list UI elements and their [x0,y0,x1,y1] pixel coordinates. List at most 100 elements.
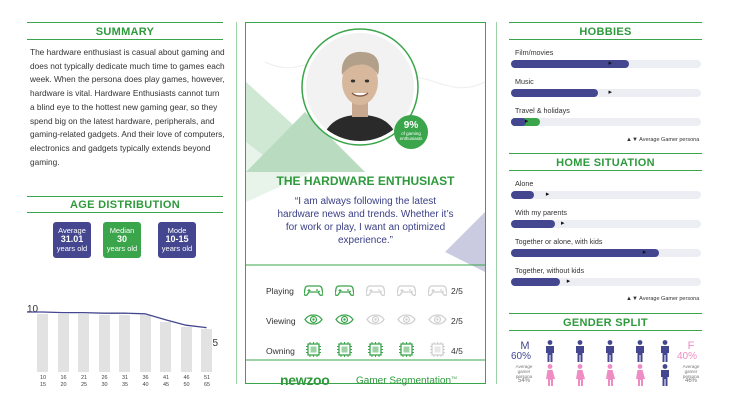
eye-icon [304,311,323,328]
male-avg-text: Average gamer persona [515,364,533,379]
newzoo-logo: newzoo [280,372,330,388]
age-x-label: 16 20 [60,375,67,388]
gamepad-icon [365,281,386,298]
hobbies-title-line [509,22,702,23]
bar-fill [511,60,629,68]
average-marker-icon: ▸ [642,249,647,256]
chip-icon [304,341,323,358]
eye-icon [428,311,447,328]
brand-tm: TM [451,375,457,380]
female-person-icon [635,364,645,386]
behavior-label: Playing [266,286,294,296]
mode-age-badge: Mode 10-15 years old [158,222,196,258]
hobbies-title-underline [509,39,702,40]
age-index-left: 10 [27,304,39,315]
chip-icon [335,341,354,358]
bar-track [511,118,701,126]
home-title-line [509,153,702,154]
eye-icon [366,311,385,328]
summary-title-underline [27,39,223,40]
behavior-label: Viewing [266,316,296,326]
gamepad-icon [303,281,324,298]
female-value: 40% [677,351,698,362]
median-age-badge: Median 30 years old [103,222,141,258]
home-title-underline [509,170,702,171]
gamepad-icon [396,281,417,298]
brand-subtitle: Gamer SegmentationTM [356,375,457,386]
age-x-label: 36 40 [142,375,149,388]
male-avg-value: 54% [517,378,530,384]
median-age-unit: years old [106,244,138,253]
left-divider [236,22,237,384]
female-avg-text: Average gamer persona [682,364,700,379]
average-age-badge: Average 31.01 years old [53,222,91,258]
behavior-score: 2/5 [451,286,463,296]
average-marker-icon: ▸ [566,278,571,285]
age-x-label: 10 15 [39,375,47,388]
chip-icon [428,341,447,358]
male-value: 60% [511,351,532,362]
median-age-label: Median [109,226,135,235]
age-x-label: 51 65 [203,375,211,388]
average-marker-icon: ▸ [545,191,550,198]
persona-quote: “I am always following the latest hardwa… [277,196,454,246]
bar-track [511,89,701,97]
bar-label: Together, without kids [515,266,585,275]
age-title-underline [27,212,223,213]
average-marker-icon: ▸ [608,60,613,67]
age-bar [180,327,192,372]
legend-marker-icon: ▲▼ [626,137,638,143]
bar-track [511,191,701,199]
brand-subtitle-text: Gamer Segmentation [356,375,452,387]
behavior-label: Owning [266,346,295,356]
gender-title-line [509,313,702,314]
behavior-score: 2/5 [451,316,463,326]
median-age-value: 30 [116,234,127,244]
bar-fill [511,278,561,286]
hobbies-title: HOBBIES [579,26,632,38]
bar-label: Music [515,77,534,86]
summary-title: SUMMARY [95,26,155,38]
gender-title-underline [509,330,702,331]
persona-portrait [301,28,419,146]
home-legend: ▲▼ Average Gamer persona [626,296,699,302]
age-bar [37,314,48,372]
bar-label: Film/movies [515,48,554,57]
behavior-score: 4/5 [451,346,463,356]
male-person-icon [660,364,670,386]
age-index-right: 65 [207,338,219,349]
persona-share-badge: 9% of gaming enthusiasts [394,115,428,149]
average-age-label: Average [58,226,86,235]
female-person-icon [605,364,615,386]
age-bar [160,321,171,372]
bar-track [511,278,701,286]
female-letter: F [687,340,695,352]
male-person-icon [660,340,670,362]
age-title: AGE DISTRIBUTION [70,199,180,211]
bar-track [511,220,701,228]
average-marker-icon: ▸ [608,89,613,96]
female-person-icon [545,364,555,386]
bar-fill [511,249,660,257]
eye-icon [335,311,354,328]
bar-label: Travel & holidays [515,106,570,115]
bar-fill-average [511,118,527,126]
age-bar [78,314,89,372]
home-legend-text: Average Gamer persona [639,296,700,302]
persona-title: THE HARDWARE ENTHUSIAST [276,174,455,188]
summary-title-line [27,22,223,23]
chip-icon [366,341,385,358]
eye-icon [397,311,416,328]
age-title-line [27,196,223,197]
hobbies-legend-text: Average Gamer persona [639,137,700,143]
female-avg-value: 46% [684,378,697,384]
female-person-icon [575,364,585,386]
bar-fill [511,220,555,228]
age-x-label: 26 30 [101,375,108,388]
male-person-icon [575,340,585,362]
age-x-label: 21 25 [80,375,88,388]
gamepad-icon [334,281,355,298]
age-x-label: 31 35 [121,375,129,388]
bar-label: With my parents [515,208,567,217]
age-line-path [27,311,207,329]
